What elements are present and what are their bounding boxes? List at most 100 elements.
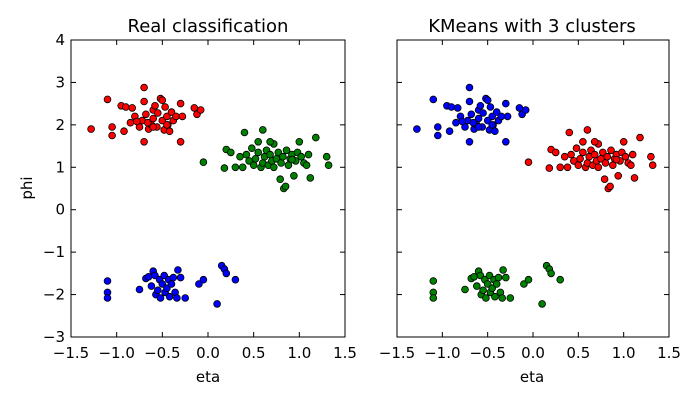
scatter-point — [491, 292, 499, 301]
scatter-point — [108, 131, 116, 140]
x-tick-label: −1.5 — [53, 344, 89, 362]
x-axis-label: eta — [196, 368, 220, 386]
scatter-point — [248, 144, 256, 153]
scatter-point — [574, 161, 583, 170]
scatter-point — [590, 138, 599, 146]
scatter-point — [488, 112, 497, 121]
x-tick-label: 0.0 — [521, 344, 545, 362]
scatter-point — [521, 106, 530, 114]
panel-kmeans-clusters: KMeans with 3 clusters eta −1.5 −1.0 −0.5 0… — [379, 16, 681, 386]
scatter-point — [195, 280, 203, 288]
x-tick-label: 1.0 — [612, 344, 636, 362]
y-tick-label: 4 — [55, 31, 65, 49]
x-tick-label: −0.5 — [469, 344, 505, 362]
scatter-point — [297, 152, 306, 161]
x-tick-label: 0.5 — [566, 344, 590, 362]
scatter-point — [452, 118, 460, 127]
scatter-point — [619, 138, 628, 146]
scatter-point — [413, 125, 421, 133]
scatter-point — [497, 112, 506, 121]
scatter-point — [181, 294, 190, 302]
scatter-point — [176, 99, 185, 108]
scatter-point — [140, 138, 148, 146]
plot-frame — [70, 39, 346, 338]
scatter-point — [302, 161, 311, 170]
scatter-point — [266, 138, 274, 146]
scatter-point — [474, 123, 483, 131]
scatter-point — [269, 163, 278, 172]
scatter-point — [199, 275, 208, 284]
scatter-point — [103, 294, 112, 302]
scatter-point — [607, 146, 615, 155]
scatter-point — [612, 155, 621, 164]
y-tick-label: 1 — [55, 158, 65, 176]
scatter-point — [227, 148, 235, 157]
x-tick-label: 1.5 — [333, 344, 357, 362]
scatter-point — [447, 103, 456, 111]
scatter-point — [163, 112, 171, 121]
scatter-point — [156, 294, 165, 302]
x-tick-label: 0.0 — [196, 344, 220, 362]
scatter-point — [465, 83, 474, 92]
scatter-point — [147, 282, 156, 290]
scatter-point — [465, 97, 474, 106]
x-tick-label: 0.5 — [242, 344, 266, 362]
scatter-point — [503, 112, 512, 121]
y-tick-label: 0 — [55, 201, 65, 219]
y-axis-label: phi — [18, 176, 36, 199]
scatter-point — [173, 294, 181, 302]
scatter-point — [154, 109, 162, 117]
scatter-point — [429, 95, 438, 104]
scatter-point — [281, 182, 290, 191]
scatter-point — [304, 150, 313, 159]
scatter-point — [647, 152, 655, 161]
scatter-point — [606, 182, 614, 191]
scatter-point — [600, 175, 609, 184]
scatter-point — [636, 133, 644, 142]
scatter-point — [491, 127, 499, 135]
scatter-point — [135, 285, 144, 294]
scatter-point — [274, 148, 283, 157]
scatter-point — [140, 97, 148, 106]
scatter-point — [453, 104, 462, 112]
scatter-point — [494, 273, 503, 282]
scatter-point — [501, 99, 510, 108]
scatter-point — [486, 103, 495, 111]
scatter-point — [167, 108, 176, 116]
scatter-point — [621, 152, 630, 161]
x-tick-label: 1.5 — [657, 344, 681, 362]
scatter-point — [174, 266, 182, 274]
x-tick-label: −1.0 — [424, 344, 460, 362]
scatter-point — [128, 104, 137, 112]
scatter-point — [630, 174, 639, 182]
scatter-point — [524, 158, 533, 167]
scatter-point — [563, 163, 572, 172]
scatter-point — [567, 150, 575, 159]
scatter-point — [154, 286, 162, 295]
scatter-point — [163, 121, 171, 129]
scatter-point — [433, 123, 442, 131]
scatter-point — [598, 148, 607, 157]
scatter-point — [178, 112, 187, 121]
scatter-point — [515, 104, 524, 112]
scatter-point — [251, 155, 260, 163]
scatter-point — [433, 131, 442, 140]
x-tick-label: 1.0 — [287, 344, 311, 362]
scatter-point — [279, 152, 287, 161]
scatter-point — [213, 300, 221, 308]
scatter-point — [120, 127, 128, 135]
scatter-point — [538, 300, 546, 308]
scatter-point — [277, 159, 285, 167]
scatter-point — [165, 127, 174, 135]
scatter-point — [140, 83, 148, 92]
scatter-point — [560, 152, 569, 161]
scatter-point — [172, 112, 180, 121]
scatter-point — [249, 161, 258, 170]
scatter-point — [126, 118, 135, 127]
scatter-point — [579, 138, 587, 146]
scatter-point — [506, 294, 515, 302]
scatter-point — [122, 103, 130, 111]
panel-title: KMeans with 3 clusters — [428, 16, 636, 37]
scatter-point — [565, 128, 574, 137]
scatter-point — [282, 146, 291, 155]
